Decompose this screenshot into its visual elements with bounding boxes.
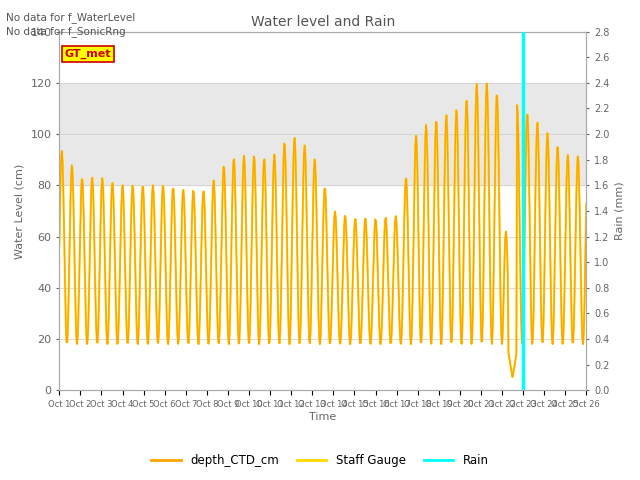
Y-axis label: Water Level (cm): Water Level (cm): [15, 163, 25, 259]
Text: GT_met: GT_met: [65, 48, 111, 59]
Title: Water level and Rain: Water level and Rain: [251, 15, 395, 29]
Y-axis label: Rain (mm): Rain (mm): [615, 181, 625, 240]
X-axis label: Time: Time: [309, 412, 337, 422]
Text: No data for f_WaterLevel: No data for f_WaterLevel: [6, 12, 136, 23]
Bar: [60, 83, 586, 185]
Legend: depth_CTD_cm, Staff Gauge, Rain: depth_CTD_cm, Staff Gauge, Rain: [147, 449, 493, 472]
Text: No data for f_SonicRng: No data for f_SonicRng: [6, 26, 126, 37]
